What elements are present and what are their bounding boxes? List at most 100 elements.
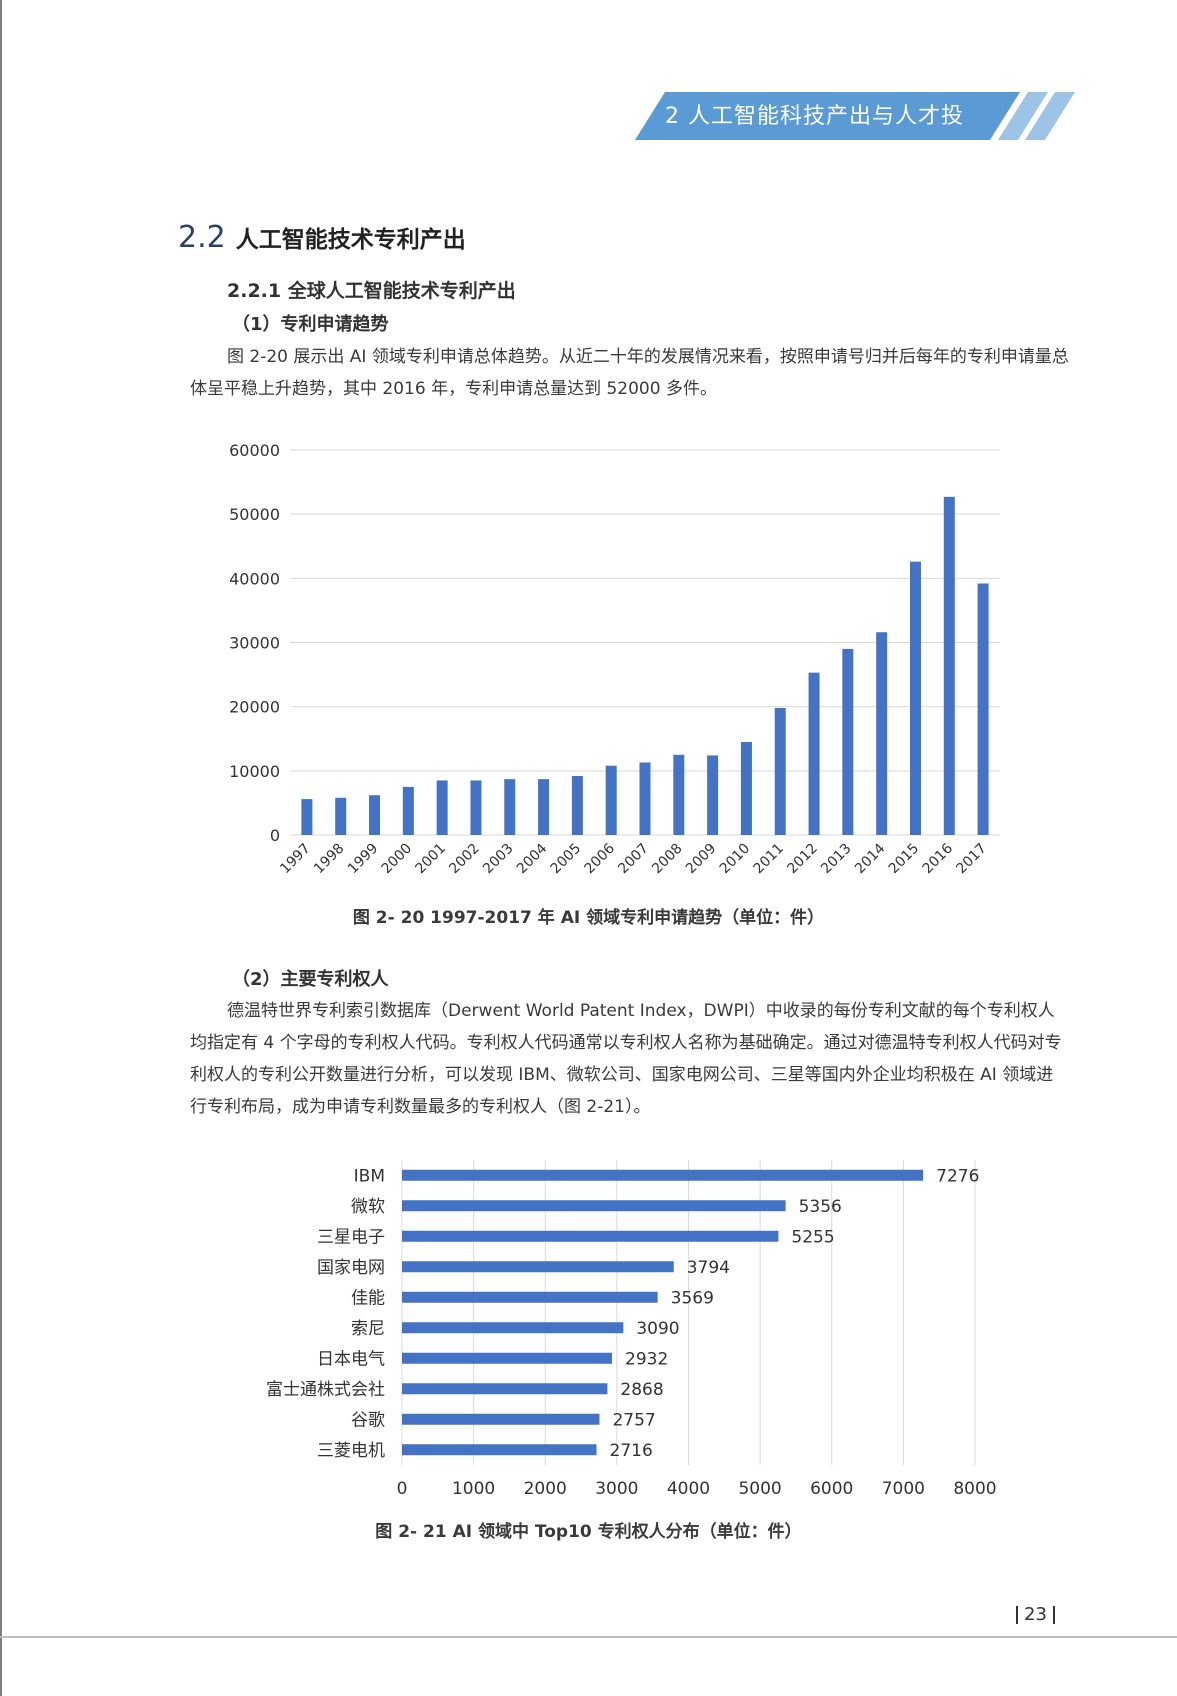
page-number-bar: [1016, 1606, 1018, 1624]
y-tick-label: 40000: [229, 569, 280, 588]
bar: [504, 779, 516, 835]
bar: [402, 1261, 674, 1273]
x-tick-label: 1000: [452, 1479, 495, 1499]
item-title-assignees: （2）主要专利权人: [232, 969, 389, 990]
data-label: 2716: [610, 1441, 653, 1461]
bar: [402, 1352, 613, 1364]
x-tick-label: 2015: [886, 841, 923, 878]
patent-trend-chart: 0 10000 20000 30000 40000 50000 60000 199719981…: [229, 441, 1000, 878]
x-tick-label: 2012: [784, 841, 821, 878]
header-banner-shape: [635, 92, 1020, 140]
bar: [740, 741, 752, 835]
data-label: 7276: [936, 1166, 979, 1186]
bar: [402, 786, 414, 835]
data-label: 2868: [620, 1380, 663, 1400]
bar: [301, 799, 313, 835]
x-tick-label: 2016: [920, 840, 957, 877]
category-label: IBM: [354, 1166, 385, 1186]
category-label: 谷歌: [351, 1410, 385, 1430]
category-label: 佳能: [351, 1288, 385, 1308]
figure-2-20-caption: 图 2- 20 1997-2017 年 AI 领域专利申请趋势（单位：件）: [352, 908, 825, 928]
bar: [402, 1230, 779, 1242]
paragraph-assignees: 德温特世界专利索引数据库（Derwent World Patent Index，…: [190, 1001, 1062, 1117]
x-tick-label: 2008: [649, 841, 686, 878]
data-label: 3569: [671, 1288, 714, 1308]
category-label: 微软: [351, 1197, 385, 1217]
top10-assignees-chart: 0 1000 2000 3000 4000 5000 6000 7000 8000 IBM 7276…: [266, 1160, 997, 1499]
x-tick-label: 2004: [514, 840, 551, 877]
x-tick-label: 6000: [810, 1479, 853, 1499]
x-tick-label: 2006: [582, 840, 619, 877]
x-tick-label: 2000: [524, 1479, 567, 1499]
data-label: 2757: [612, 1410, 655, 1430]
bar: [673, 754, 685, 835]
x-tick-label: 2017: [953, 841, 990, 878]
x-tick-label: 0: [397, 1479, 408, 1499]
category-label: 三菱电机: [317, 1441, 385, 1461]
category-label: 国家电网: [317, 1258, 385, 1278]
x-tick-label: 2003: [480, 841, 517, 878]
data-label: 5255: [791, 1227, 834, 1247]
bar: [943, 496, 955, 835]
bar: [808, 672, 820, 835]
x-tick-label: 2010: [717, 841, 754, 878]
x-tick-label: 2001: [412, 841, 449, 878]
category-label: 三星电子: [317, 1227, 385, 1247]
bar: [538, 779, 550, 835]
section-heading: 2.2 人工智能技术专利产出: [178, 218, 466, 258]
category-label: 索尼: [351, 1319, 385, 1339]
data-label: 2932: [625, 1349, 668, 1369]
bar: [335, 797, 347, 835]
y-tick-label: 0: [270, 826, 280, 845]
bar: [402, 1383, 608, 1395]
bar: [369, 795, 381, 835]
x-tick-label: 2013: [818, 841, 855, 878]
bar: [909, 561, 921, 835]
y-tick-label: 20000: [229, 698, 280, 717]
y-tick-label: 50000: [229, 505, 280, 524]
y-tick-label: 30000: [229, 634, 280, 653]
y-tick-label: 10000: [229, 762, 280, 781]
x-tick-label: 2009: [683, 841, 720, 878]
chapter-title: 2 人工智能科技产出与人才投入: [665, 104, 964, 169]
section-number: 2.2: [178, 220, 226, 255]
x-tick-label: 7000: [882, 1479, 925, 1499]
bar: [707, 755, 719, 835]
y-tick-label: 60000: [229, 441, 280, 460]
bar: [402, 1413, 600, 1425]
page-number-bar: [1052, 1606, 1055, 1624]
chapter-header-band: [635, 92, 1075, 140]
x-tick-label: 1999: [345, 841, 382, 878]
x-tick-label: 3000: [595, 1479, 638, 1499]
x-tick-label: 2005: [548, 841, 585, 878]
page-left-border: [0, 0, 2, 1696]
x-tick-label: 2007: [615, 841, 652, 878]
category-label: 富士通株式会社: [266, 1380, 385, 1400]
category-label: 日本电气: [317, 1349, 385, 1369]
bar: [571, 775, 583, 835]
subsection-title: 2.2.1 全球人工智能技术专利产出: [227, 280, 516, 302]
bar: [876, 632, 888, 835]
bar: [402, 1169, 924, 1181]
x-tick-label: 2011: [751, 841, 788, 878]
section-title: 人工智能技术专利产出: [235, 227, 466, 253]
header-stripe: [1025, 92, 1075, 140]
bar: [977, 583, 989, 835]
x-tick-label: 2002: [446, 841, 483, 878]
bar: [436, 780, 448, 835]
bar: [605, 765, 617, 835]
x-tick-label: 2000: [379, 841, 416, 878]
bar: [402, 1200, 786, 1212]
bar: [402, 1322, 624, 1334]
page-number: 23: [1010, 1604, 1061, 1625]
bar: [402, 1444, 597, 1456]
page-number-value: 23: [1024, 1604, 1047, 1625]
paragraph-trend: 图 2-20 展示出 AI 领域专利申请总体趋势。从近二十年的发展情况来看，按照…: [190, 347, 1069, 399]
bar: [842, 648, 854, 835]
figure-2-21-caption: 图 2- 21 AI 领域中 Top10 专利权人分布（单位：件）: [375, 1522, 802, 1542]
x-tick-label: 1998: [311, 841, 348, 878]
bar: [402, 1291, 658, 1303]
data-label: 5356: [799, 1197, 842, 1217]
bar: [774, 707, 786, 835]
footer-rule: [0, 1636, 1177, 1638]
